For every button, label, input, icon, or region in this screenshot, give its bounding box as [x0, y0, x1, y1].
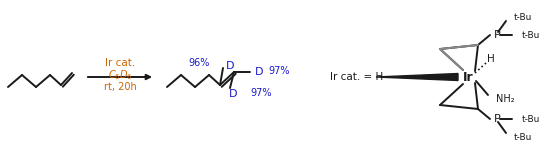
Polygon shape: [376, 73, 458, 81]
Text: t-Bu: t-Bu: [514, 12, 532, 22]
Text: D: D: [226, 61, 234, 71]
Text: t-Bu: t-Bu: [522, 30, 540, 39]
Text: Ir cat.: Ir cat.: [105, 58, 135, 68]
Text: t-Bu: t-Bu: [514, 132, 532, 142]
Text: D: D: [229, 89, 237, 99]
Text: H: H: [487, 54, 495, 64]
Text: rt, 20h: rt, 20h: [103, 82, 136, 92]
Text: 97%: 97%: [250, 88, 272, 98]
Text: P: P: [494, 30, 501, 40]
Text: 97%: 97%: [268, 66, 289, 76]
Text: Ir cat. = H: Ir cat. = H: [331, 72, 384, 82]
Text: NH₂: NH₂: [496, 94, 515, 104]
Text: t-Bu: t-Bu: [522, 115, 540, 124]
Text: $C_6D_6$: $C_6D_6$: [108, 68, 133, 82]
Text: P: P: [494, 114, 501, 124]
Text: D: D: [255, 67, 263, 77]
Text: Ir: Ir: [463, 71, 474, 83]
Text: 96%: 96%: [189, 58, 210, 68]
